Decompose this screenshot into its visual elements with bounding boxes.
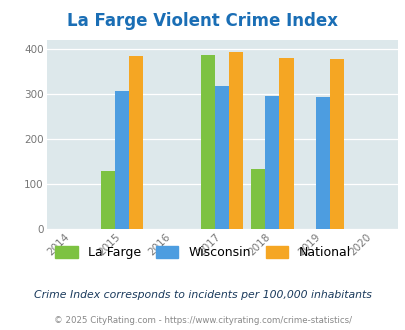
Bar <box>229 52 243 229</box>
Bar <box>315 97 329 229</box>
Bar <box>115 91 129 229</box>
Text: Crime Index corresponds to incidents per 100,000 inhabitants: Crime Index corresponds to incidents per… <box>34 290 371 300</box>
Bar <box>329 59 343 229</box>
Text: La Farge Violent Crime Index: La Farge Violent Crime Index <box>67 13 338 30</box>
Text: © 2025 CityRating.com - https://www.cityrating.com/crime-statistics/: © 2025 CityRating.com - https://www.city… <box>54 316 351 325</box>
Bar <box>129 56 143 229</box>
Bar <box>265 96 279 229</box>
Bar <box>100 171 115 229</box>
Bar <box>251 169 265 229</box>
Bar <box>215 86 229 229</box>
Legend: La Farge, Wisconsin, National: La Farge, Wisconsin, National <box>55 246 350 259</box>
Bar <box>279 58 293 229</box>
Bar <box>201 54 215 229</box>
